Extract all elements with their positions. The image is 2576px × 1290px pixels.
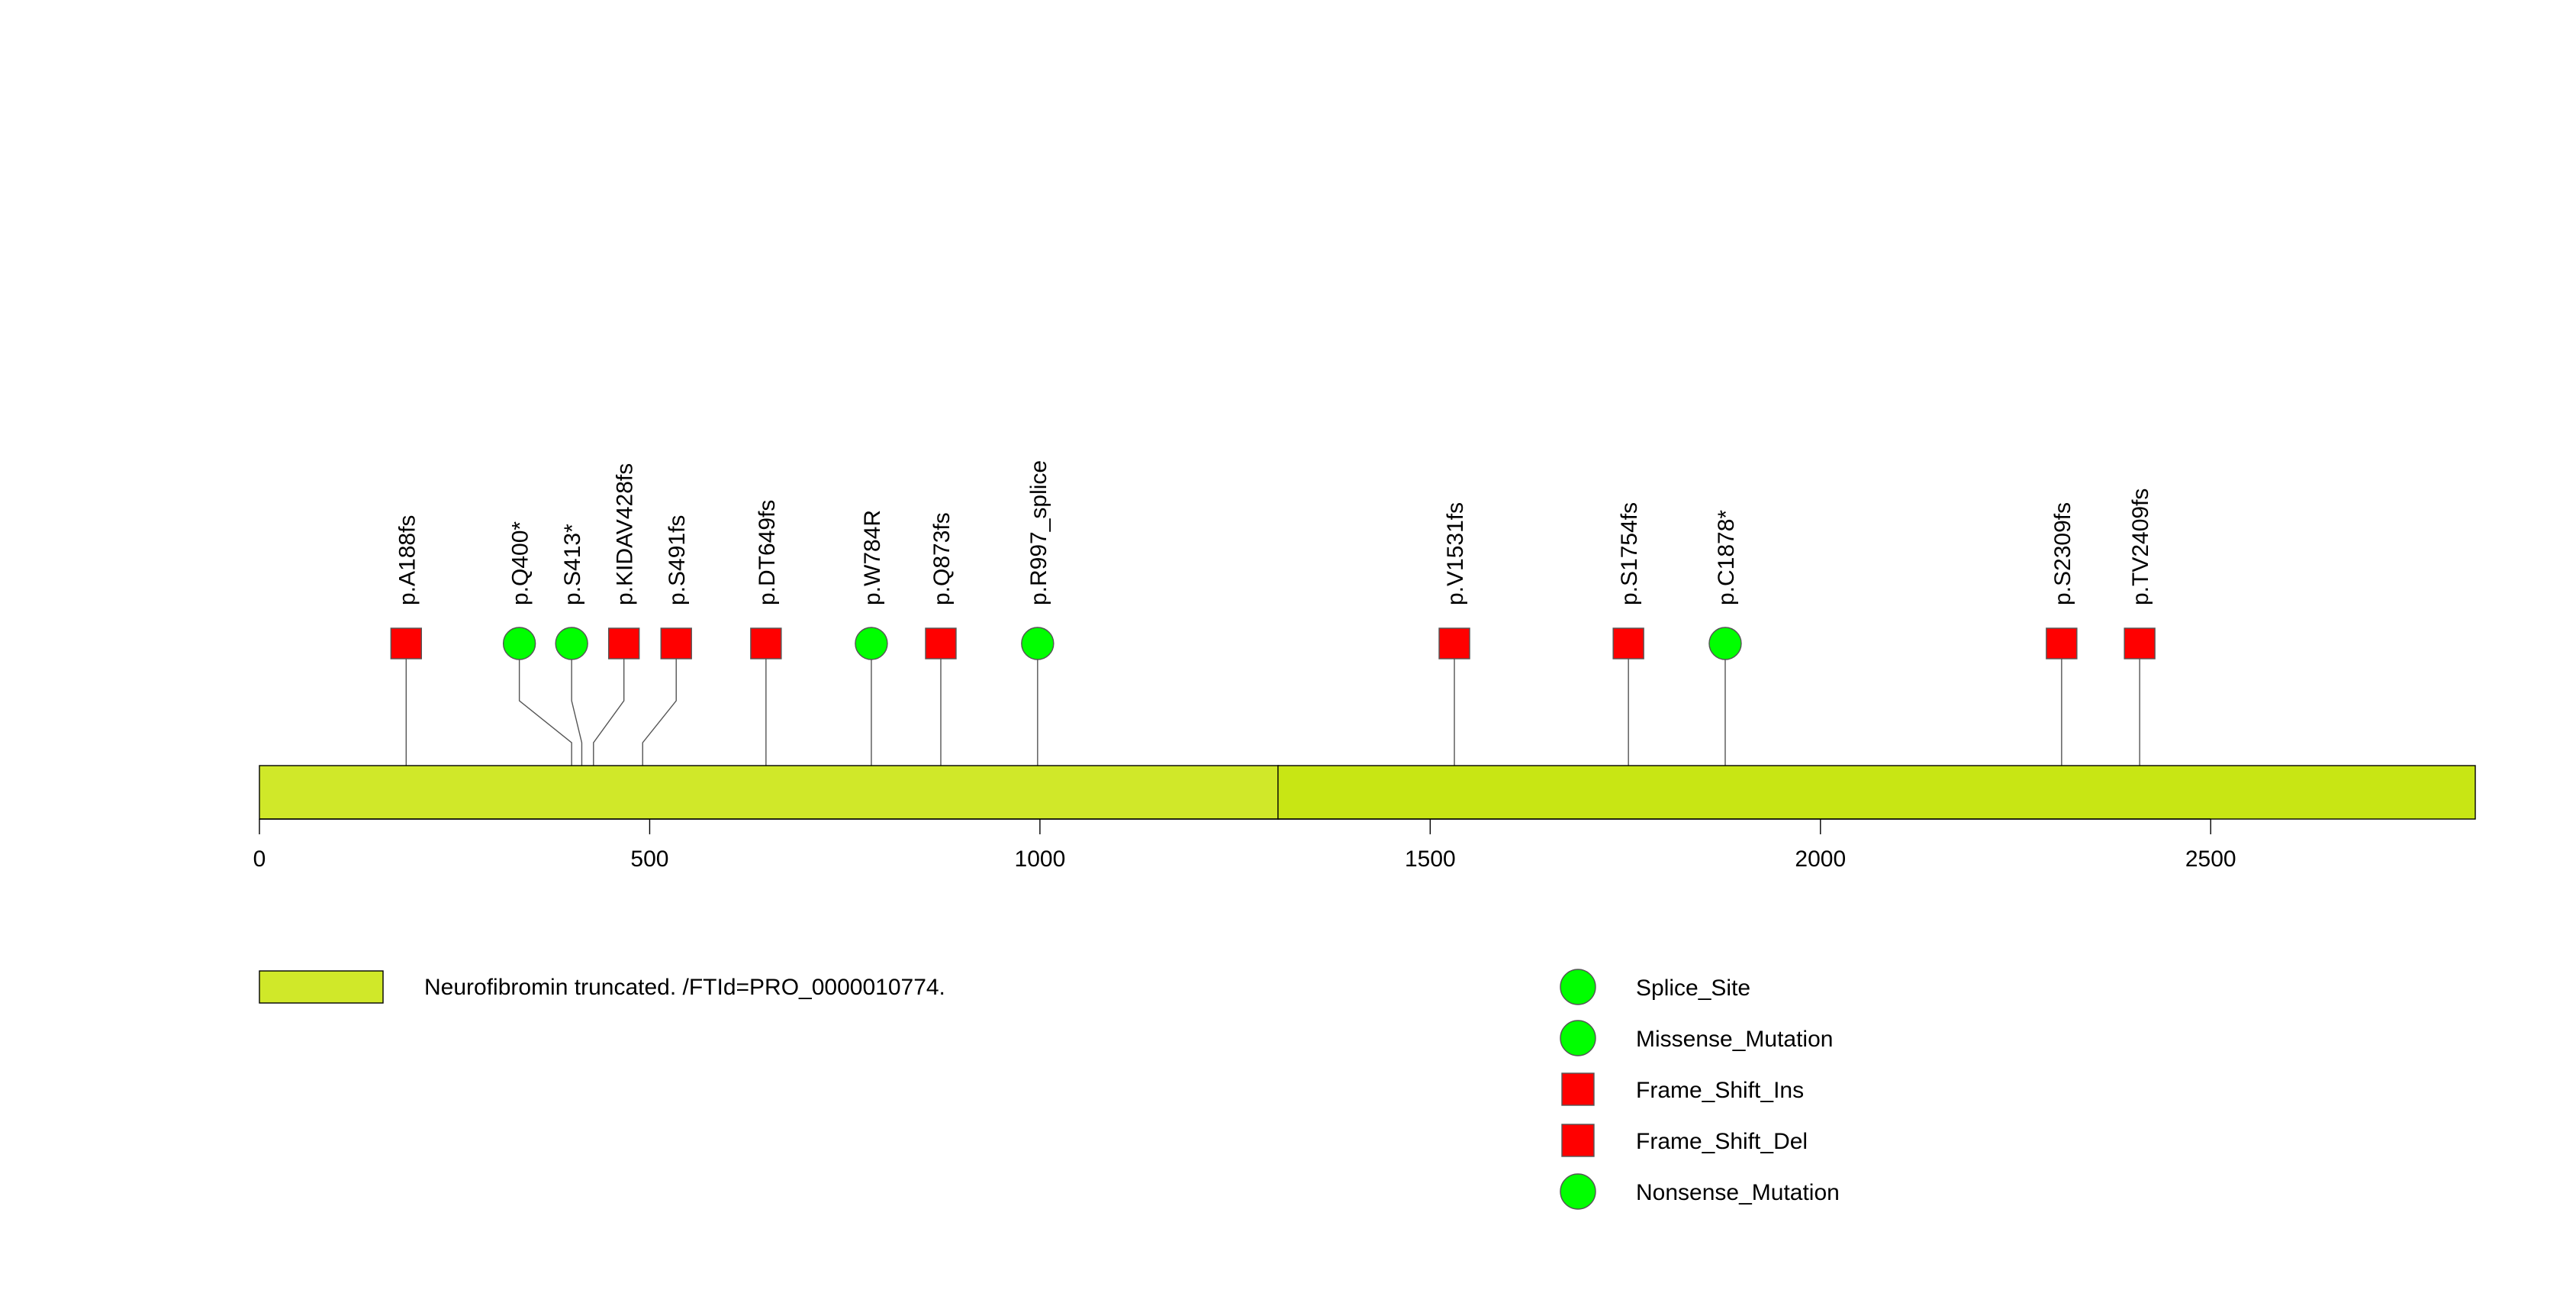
mutation-2[interactable]: p.S413* bbox=[555, 524, 588, 819]
mutation-square-marker[interactable] bbox=[925, 627, 957, 660]
mutation-8[interactable]: p.R997_splice bbox=[1021, 460, 1055, 819]
legend-domain-swatch bbox=[259, 970, 384, 1004]
mutation-5[interactable]: p.DT649fs bbox=[750, 500, 782, 819]
mutation-square-marker[interactable] bbox=[2046, 627, 2078, 660]
legend: Neurofibromin truncated. /FTId=PRO_00000… bbox=[259, 969, 1840, 1210]
legend-mutation-label: Missense_Mutation bbox=[1636, 1027, 1833, 1052]
legend-mutation-label: Nonsense_Mutation bbox=[1636, 1180, 1840, 1205]
mutation-square-marker[interactable] bbox=[607, 627, 640, 660]
mutation-square-marker[interactable] bbox=[750, 627, 782, 660]
legend-mutation-label: Frame_Shift_Del bbox=[1636, 1129, 1808, 1154]
axis-tick-label: 2000 bbox=[1795, 847, 1846, 872]
mutation-square-marker[interactable] bbox=[1438, 627, 1470, 660]
mutation-layer: p.A188fs p.Q400* p.S413* p.KIDAV428fs p.S491… bbox=[390, 460, 2156, 819]
mutation-circle-marker[interactable] bbox=[1708, 627, 1742, 660]
mutation-7[interactable]: p.Q873fs bbox=[925, 512, 957, 819]
mutation-square-marker[interactable] bbox=[390, 627, 423, 660]
mutation-10[interactable]: p.S1754fs bbox=[1612, 502, 1644, 819]
mutation-square-marker[interactable] bbox=[2124, 627, 2156, 660]
mutation-label: p.V1531fs bbox=[1443, 502, 1468, 605]
mutation-label: p.S1754fs bbox=[1617, 502, 1642, 605]
mutation-label: p.W784R bbox=[860, 510, 885, 605]
legend-domain-label: Neurofibromin truncated. /FTId=PRO_00000… bbox=[424, 975, 945, 1000]
position-axis: 0 500 1000 1500 2000 2500 bbox=[253, 818, 2236, 872]
mutation-9[interactable]: p.V1531fs bbox=[1438, 502, 1470, 819]
mutation-label: p.S491fs bbox=[665, 515, 690, 605]
protein-track bbox=[259, 765, 2476, 820]
mutation-label: p.S413* bbox=[560, 524, 585, 605]
mutation-label: p.C1878* bbox=[1714, 510, 1739, 605]
mutation-0[interactable]: p.A188fs bbox=[390, 515, 423, 819]
mutation-label: p.A188fs bbox=[394, 515, 420, 605]
legend-circle-icon bbox=[1560, 969, 1596, 1005]
mutation-circle-marker[interactable] bbox=[555, 627, 588, 660]
mutation-13[interactable]: p.TV2409fs bbox=[2124, 489, 2156, 819]
mutation-3[interactable]: p.KIDAV428fs bbox=[593, 463, 640, 819]
mutation-label: p.KIDAV428fs bbox=[613, 463, 638, 605]
mutation-1[interactable]: p.Q400* bbox=[502, 521, 572, 819]
mutation-11[interactable]: p.C1878* bbox=[1708, 510, 1742, 819]
mutation-4[interactable]: p.S491fs bbox=[642, 515, 692, 819]
mutation-label: p.DT649fs bbox=[755, 500, 780, 605]
legend-circle-icon bbox=[1560, 1173, 1596, 1210]
axis-tick-label: 2500 bbox=[2185, 847, 2236, 872]
mutation-label: p.Q873fs bbox=[929, 512, 955, 605]
mutation-label: p.TV2409fs bbox=[2128, 489, 2153, 605]
axis-tick-label: 1000 bbox=[1015, 847, 1066, 872]
mutation-circle-marker[interactable] bbox=[1021, 627, 1055, 660]
mutation-circle-marker[interactable] bbox=[502, 627, 536, 660]
axis-tick-label: 0 bbox=[253, 847, 266, 872]
legend-mutation-label: Splice_Site bbox=[1636, 976, 1750, 1001]
mutation-label: p.R997_splice bbox=[1026, 460, 1051, 605]
axis-tick-label: 500 bbox=[630, 847, 668, 872]
mutation-label: p.Q400* bbox=[508, 521, 533, 605]
legend-circle-icon bbox=[1560, 1020, 1596, 1056]
mutation-12[interactable]: p.S2309fs bbox=[2046, 502, 2078, 819]
mutation-label: p.S2309fs bbox=[2050, 502, 2075, 605]
legend-mutation-label: Frame_Shift_Ins bbox=[1636, 1078, 1804, 1103]
domain-block-1 bbox=[1277, 765, 2476, 820]
legend-square-icon bbox=[1561, 1124, 1595, 1157]
mutation-square-marker[interactable] bbox=[660, 627, 692, 660]
legend-square-icon bbox=[1561, 1072, 1595, 1106]
mutation-6[interactable]: p.W784R bbox=[855, 510, 888, 819]
axis-tick-label: 1500 bbox=[1405, 847, 1456, 872]
mutation-square-marker[interactable] bbox=[1612, 627, 1644, 660]
domain-block-0 bbox=[259, 765, 1280, 820]
mutation-circle-marker[interactable] bbox=[855, 627, 888, 660]
